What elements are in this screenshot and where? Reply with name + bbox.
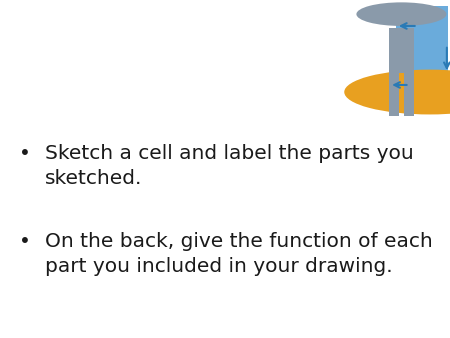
Text: •: • bbox=[19, 144, 31, 163]
Text: On the back, give the function of each
part you included in your drawing.: On the back, give the function of each p… bbox=[45, 233, 433, 276]
Circle shape bbox=[344, 70, 450, 115]
FancyBboxPatch shape bbox=[396, 6, 448, 73]
Text: •: • bbox=[19, 233, 31, 251]
Circle shape bbox=[356, 2, 446, 26]
Text: Vertebrate Physiology: Vertebrate Physiology bbox=[116, 35, 307, 53]
FancyBboxPatch shape bbox=[389, 28, 414, 73]
FancyBboxPatch shape bbox=[404, 71, 414, 116]
FancyBboxPatch shape bbox=[389, 71, 399, 116]
Text: Chapter 2: Chapter 2 bbox=[168, 76, 255, 94]
Text: Sketch a cell and label the parts you
sketched.: Sketch a cell and label the parts you sk… bbox=[45, 144, 414, 188]
